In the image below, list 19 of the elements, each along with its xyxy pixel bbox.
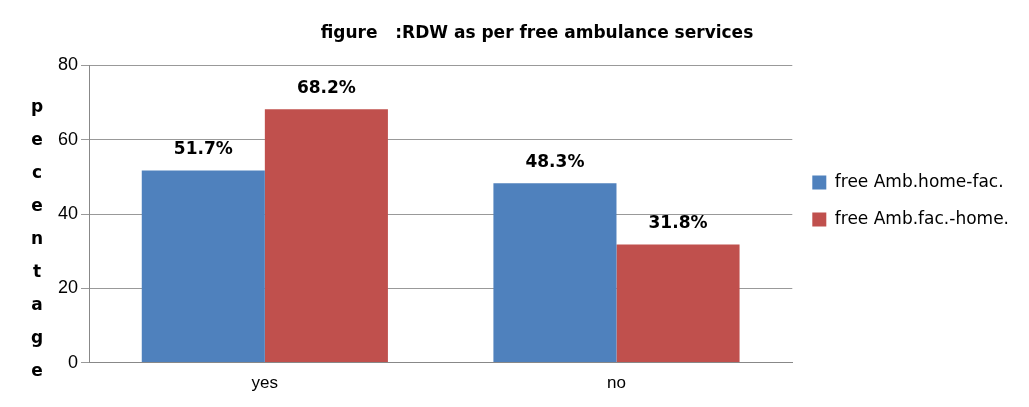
y-tick-label: 0 [68,351,79,372]
legend-label: free Amb.home-fac. [834,170,1004,191]
bar [141,170,265,363]
bar [264,109,388,363]
legend-label: free Amb.fac.-home. [834,207,1010,228]
bar [616,244,740,363]
data-label: 68.2% [296,77,356,98]
text: pecentage [30,96,44,380]
bar [493,183,617,363]
y-tick-label: 20 [57,277,79,298]
data-label: 31.8% [648,212,708,233]
y-tick-label: 80 [57,54,79,75]
data-label: 48.3% [525,151,585,172]
x-tick-label: no [607,373,626,393]
x-tick-label: yes [251,373,279,393]
chart-title: figure :RDW as per free ambulance services [320,21,754,42]
y-tick-label: 60 [57,128,79,149]
y-tick-label: 40 [57,202,79,223]
data-label: 51.7% [173,138,233,159]
